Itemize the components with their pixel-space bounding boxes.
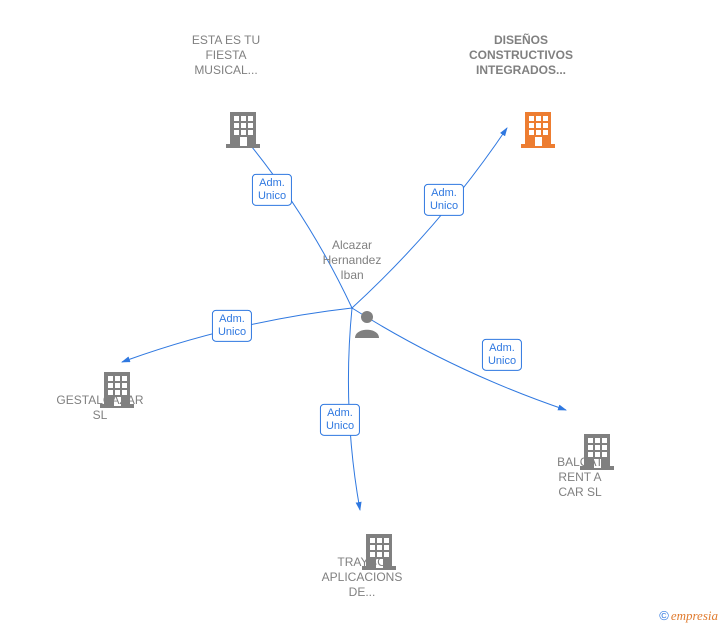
node-label: GESTALCAZAR SL — [56, 393, 143, 423]
node-label: ESTA ES TU FIESTA MUSICAL... — [192, 33, 260, 78]
edge-label: Adm. Unico — [212, 310, 252, 342]
edge-label: Adm. Unico — [482, 339, 522, 371]
node-label: TRAYCO APLICACIONS DE... — [322, 555, 403, 600]
copyright: ©empresia — [659, 608, 718, 624]
center-label: Alcazar Hernandez Iban — [323, 238, 382, 283]
node-label: DISEÑOS CONSTRUCTIVOS INTEGRADOS... — [469, 33, 573, 78]
edge-label: Adm. Unico — [252, 174, 292, 206]
edge — [352, 308, 566, 410]
node-label: BALCAT RENT A CAR SL — [557, 455, 603, 500]
copyright-text: empresia — [671, 608, 718, 623]
edge-label: Adm. Unico — [320, 404, 360, 436]
edge-label: Adm. Unico — [424, 184, 464, 216]
copyright-symbol: © — [659, 608, 669, 623]
